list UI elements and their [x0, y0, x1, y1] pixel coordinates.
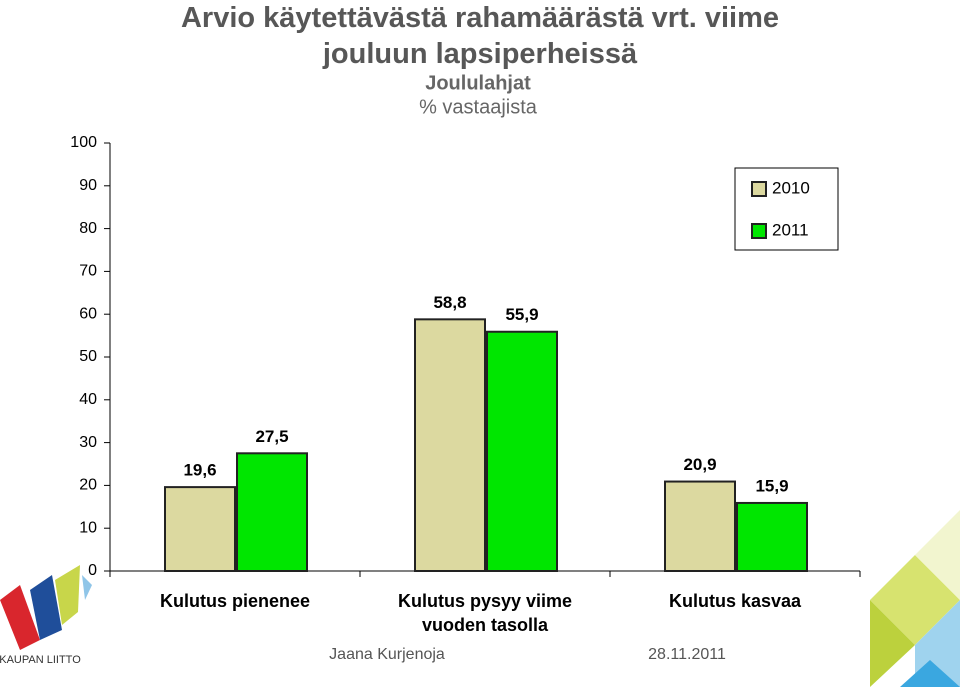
chart-subtitle: Joululahjat [425, 72, 531, 94]
value-label: 15,9 [755, 476, 788, 495]
value-label: 55,9 [505, 305, 538, 324]
title-box: Arvio käytettävästä rahamäärästä vrt. vi… [180, 2, 780, 70]
legend-label: 2011 [772, 220, 809, 239]
x-tick-label: Kulutus pienenee [159, 591, 311, 611]
y-tick-label: 20 [79, 477, 97, 494]
x-label-box: Kulutus pienenee [159, 591, 311, 611]
corner-decoration [870, 510, 960, 687]
bar [164, 486, 236, 572]
value-label: 20,9 [683, 455, 716, 474]
bar [414, 318, 486, 572]
value-label: 19,6 [183, 461, 216, 480]
y-tick-label: 90 [79, 177, 97, 194]
chart-title: Arvio käytettävästä rahamäärästä vrt. vi… [180, 2, 780, 70]
y-tick-label: 10 [79, 519, 97, 536]
legend-label: 2010 [772, 178, 810, 197]
legend-swatch [751, 181, 767, 197]
y-label: % vastaajista [419, 96, 538, 118]
y-tick-label: 70 [79, 263, 97, 280]
value-label: 27,5 [255, 427, 288, 446]
footer-date: 28.11.2011 [648, 646, 726, 663]
x-label-box: Kulutus pysyy viime vuoden tasolla [397, 591, 573, 635]
bar [236, 452, 308, 572]
x-tick-label: Kulutus kasvaa [668, 591, 802, 611]
legend-swatch [751, 223, 767, 239]
y-tick-label: 100 [70, 134, 97, 151]
y-tick-label: 80 [79, 220, 97, 237]
logo-mark [0, 565, 92, 650]
value-label: 58,8 [433, 293, 466, 312]
bar [664, 480, 736, 573]
y-tick-label: 30 [79, 434, 97, 451]
logo-text: KAUPAN LIITTO [0, 654, 81, 666]
y-tick-label: 0 [88, 562, 97, 579]
footer-author: Jaana Kurjenoja [329, 646, 445, 663]
y-tick-label: 60 [79, 305, 97, 322]
bar [736, 501, 808, 572]
y-tick-label: 40 [79, 391, 97, 408]
x-label-box: Kulutus kasvaa [668, 591, 802, 611]
bar [486, 330, 558, 572]
x-tick-label: Kulutus pysyy viime vuoden tasolla [397, 591, 573, 635]
y-tick-label: 50 [79, 348, 97, 365]
